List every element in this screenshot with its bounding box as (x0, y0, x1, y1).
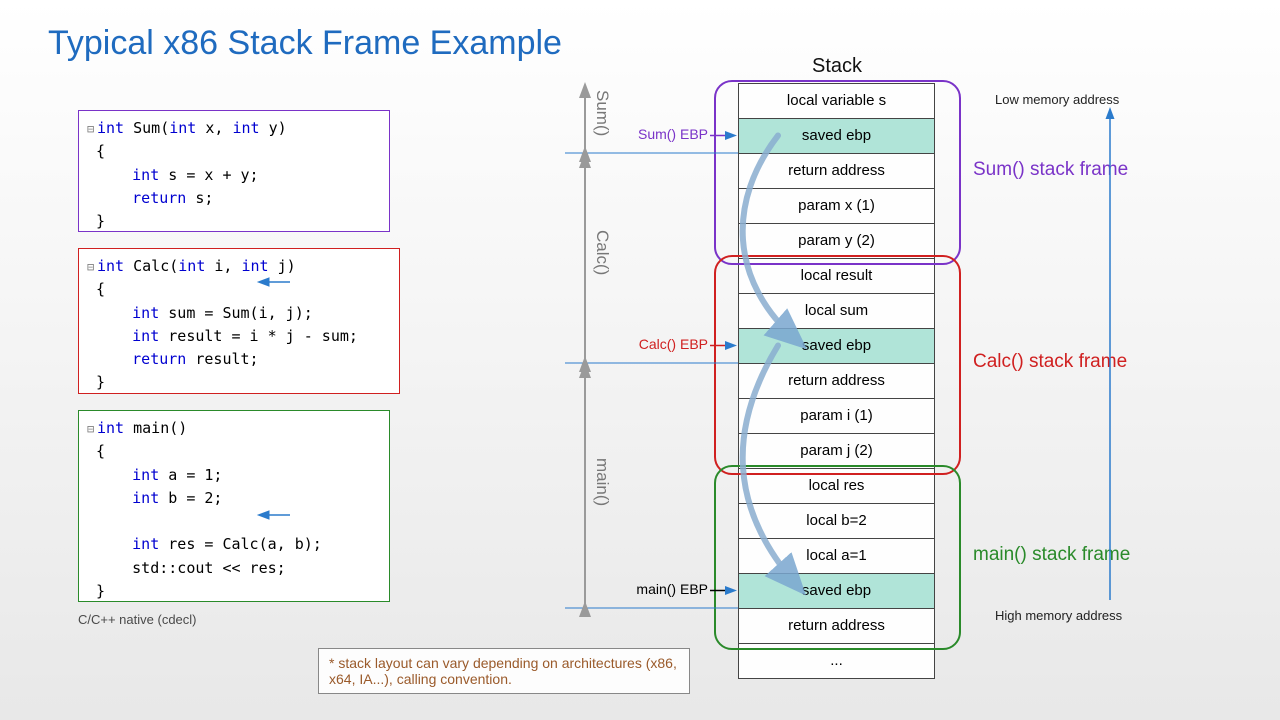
stack-table: local variable ssaved ebpreturn addressp… (738, 83, 935, 679)
code-box-calc: ⊟int Calc(int i, int j) { int sum = Sum(… (78, 248, 400, 394)
stack-row: ... (739, 644, 934, 678)
stack-row: local a=1 (739, 539, 934, 574)
stack-row: local result (739, 259, 934, 294)
page-title: Typical x86 Stack Frame Example (48, 24, 562, 63)
bracket-label-calc: Calc() (592, 230, 612, 275)
mem-high-label: High memory address (995, 608, 1122, 623)
frame-label-sum: Sum() stack frame (973, 159, 1128, 181)
stack-row: local variable s (739, 84, 934, 119)
ebp-label-main: main() EBP (623, 581, 708, 597)
bracket-label-main: main() (592, 458, 612, 506)
stack-row: saved ebp (739, 329, 934, 364)
frame-label-main: main() stack frame (973, 544, 1130, 566)
frame-label-calc: Calc() stack frame (973, 351, 1127, 373)
mem-low-label: Low memory address (995, 92, 1119, 107)
ebp-label-calc: Calc() EBP (623, 336, 708, 352)
stack-row: local b=2 (739, 504, 934, 539)
stack-title: Stack (812, 55, 862, 78)
stack-row: return address (739, 364, 934, 399)
stack-row: saved ebp (739, 574, 934, 609)
note-box: * stack layout can vary depending on arc… (318, 648, 690, 694)
stack-row: param i (1) (739, 399, 934, 434)
stack-row: return address (739, 609, 934, 644)
code-box-sum: ⊟int Sum(int x, int y) { int s = x + y; … (78, 110, 390, 232)
ebp-label-sum: Sum() EBP (623, 126, 708, 142)
stack-row: saved ebp (739, 119, 934, 154)
code-caption: C/C++ native (cdecl) (78, 612, 197, 627)
stack-row: param j (2) (739, 434, 934, 469)
code-box-main: ⊟int main() { int a = 1; int b = 2; int … (78, 410, 390, 602)
bracket-label-sum: Sum() (592, 90, 612, 136)
stack-row: local res (739, 469, 934, 504)
stack-row: param x (1) (739, 189, 934, 224)
stack-row: return address (739, 154, 934, 189)
stack-row: local sum (739, 294, 934, 329)
stack-row: param y (2) (739, 224, 934, 259)
